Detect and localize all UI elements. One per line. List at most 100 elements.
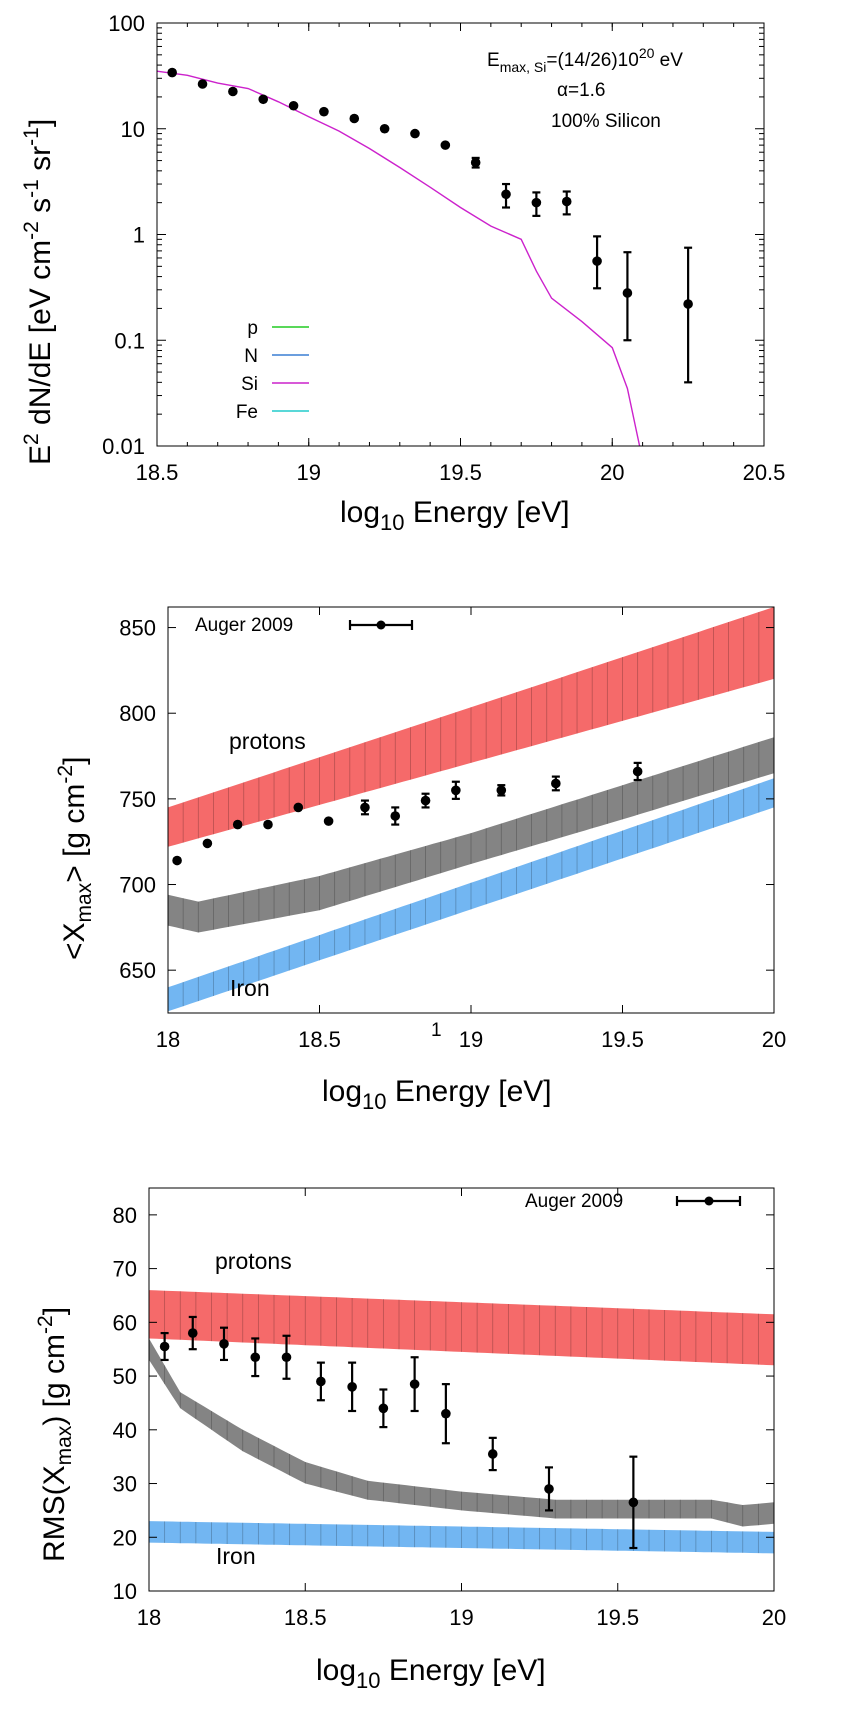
p1-data-point xyxy=(167,67,177,78)
p3-xtick-label: 18.5 xyxy=(284,1605,327,1630)
p2-xtick-label: 19.5 xyxy=(601,1027,644,1052)
p2-ytick-label: 750 xyxy=(119,787,156,812)
p1-data-point xyxy=(319,106,329,117)
p2-xlabel: log10 Energy [eV] xyxy=(322,1075,552,1114)
p3-data-point xyxy=(219,1339,229,1349)
p2-ytick-label: 650 xyxy=(119,958,156,983)
p3-data-point xyxy=(250,1352,261,1363)
p2-points-layer xyxy=(172,761,643,866)
p1-xtick-label: 18.5 xyxy=(136,460,179,485)
p3-xtick-label: 19 xyxy=(449,1605,473,1630)
p3-xtick-label: 19.5 xyxy=(596,1605,639,1630)
p3-data-point xyxy=(409,1379,420,1389)
p3-legend: Auger 2009 xyxy=(525,1191,742,1212)
p2-xtick-label: 18.5 xyxy=(298,1027,341,1052)
p2-band-mixed xyxy=(168,737,774,933)
p2-data-point xyxy=(263,819,273,830)
p3-data-point xyxy=(628,1497,639,1508)
p2-data-point xyxy=(632,766,643,777)
p2-data-point xyxy=(323,816,334,826)
p1-data-point xyxy=(258,94,269,105)
p3-x-tick-labels: 18 18.5 19 19.5 20 xyxy=(137,1605,786,1630)
p1-legend-label-n: N xyxy=(244,346,258,367)
p1-legend-label-fe: Fe xyxy=(236,402,258,423)
p3-band-mixed xyxy=(149,1338,774,1527)
p2-data-point xyxy=(202,838,213,849)
p3-data-point xyxy=(187,1328,198,1338)
p1-x-tick-labels: 18.5 19 19.5 20 20.5 xyxy=(136,460,786,485)
p3-label-iron: Iron xyxy=(216,1543,256,1569)
p2-ticks xyxy=(167,607,775,1013)
p2-stray-label: 1 xyxy=(431,1020,442,1041)
p1-data-point xyxy=(197,79,208,89)
p2-label-iron: Iron xyxy=(230,975,270,1001)
p3-data-point xyxy=(316,1376,326,1387)
p2-legend: Auger 2009 xyxy=(195,615,414,636)
p3-ytick-label: 40 xyxy=(113,1418,137,1443)
p3-points-layer xyxy=(159,1315,639,1550)
p2-xtick-label: 18 xyxy=(156,1027,180,1052)
p2-legend-label: Auger 2009 xyxy=(195,615,293,636)
p1-xtick-label: 19.5 xyxy=(439,460,482,485)
p1-legend-label-si: Si xyxy=(241,374,258,395)
p3-ytick-label: 30 xyxy=(113,1472,137,1497)
p2-data-point xyxy=(390,811,401,821)
p3-label-protons: protons xyxy=(215,1248,292,1274)
p1-ticks xyxy=(156,22,765,447)
p3-xtick-label: 20 xyxy=(762,1605,786,1630)
p1-ytick-label: 1 xyxy=(133,223,145,248)
p1-data-point xyxy=(349,113,360,124)
p3-data-point xyxy=(544,1484,554,1494)
p1-points-layer xyxy=(167,67,693,384)
p1-alpha-annotation: α=1.6 xyxy=(557,80,606,101)
p2-data-point xyxy=(293,802,304,813)
p1-legend-label-p: p xyxy=(247,318,258,339)
p1-data-point xyxy=(379,123,390,134)
p3-ytick-label: 10 xyxy=(113,1579,137,1604)
p3-bands-layer xyxy=(149,1290,774,1554)
p1-xtick-label: 20.5 xyxy=(743,460,786,485)
p1-composition-annotation: 100% Silicon xyxy=(551,111,661,132)
panel-rms: 18 18.5 19 19.5 20 10 20 30 40 50 60 70 80 log10 En… xyxy=(34,1187,786,1693)
p3-ytick-label: 60 xyxy=(113,1310,137,1335)
p3-ticks xyxy=(148,1188,775,1592)
p2-band-protons xyxy=(168,607,774,847)
p3-data-point xyxy=(347,1382,357,1392)
p1-xlabel: log10 Energy [eV] xyxy=(340,496,570,535)
p3-data-point xyxy=(159,1341,170,1352)
p1-data-point xyxy=(592,256,602,266)
p3-y-tick-labels: 10 20 30 40 50 60 70 80 xyxy=(113,1203,137,1604)
p2-data-point xyxy=(451,785,461,796)
p1-data-point xyxy=(622,288,633,298)
p2-data-point xyxy=(232,819,243,830)
p1-data-point xyxy=(440,140,451,150)
p3-band-iron xyxy=(149,1521,774,1554)
p2-data-point xyxy=(172,855,182,866)
p2-band-iron xyxy=(168,778,774,1012)
p1-data-point xyxy=(501,189,511,200)
p3-data-point xyxy=(281,1352,292,1363)
p3-data-point xyxy=(378,1403,389,1414)
p1-data-point xyxy=(470,157,481,168)
p2-y-tick-labels: 650 700 750 800 850 xyxy=(119,616,156,984)
p3-data-point xyxy=(487,1449,498,1459)
p1-data-point xyxy=(683,299,693,309)
p2-data-point xyxy=(420,795,431,806)
p2-xtick-label: 19 xyxy=(459,1027,483,1052)
p3-ytick-label: 50 xyxy=(113,1364,137,1389)
p1-y-tick-labels: 0.01 0.1 1 10 100 xyxy=(102,11,145,459)
p3-ytick-label: 70 xyxy=(113,1257,137,1282)
p2-x-tick-labels: 18 18.5 19 19.5 20 xyxy=(156,1027,786,1052)
p3-data-point xyxy=(441,1408,451,1419)
p2-ytick-label: 850 xyxy=(119,616,156,641)
p2-data-point xyxy=(551,778,561,789)
p1-data-point xyxy=(288,100,299,111)
panel-xmax: 18 18.5 19 19.5 20 650 700 750 800 850 log10 Ene… xyxy=(54,606,786,1114)
p1-xtick-label: 19 xyxy=(297,460,321,485)
p3-ytick-label: 80 xyxy=(113,1203,137,1228)
p3-ylabel: RMS(Xmax) [g cm-2] xyxy=(34,1307,76,1562)
p1-xtick-label: 20 xyxy=(600,460,624,485)
p2-bands-layer xyxy=(168,607,774,1012)
panel-spectrum: 18.5 19 19.5 20 20.5 0.01 0.1 1 10 100 log10 Ene… xyxy=(20,11,785,535)
